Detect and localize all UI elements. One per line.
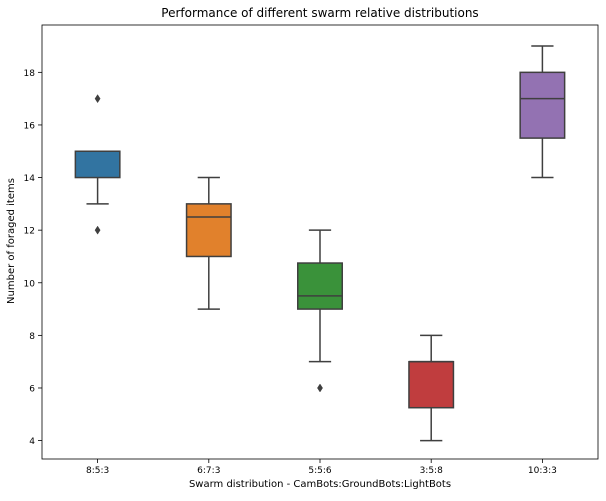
outlier-point bbox=[94, 225, 101, 235]
x-tick-label: 8:5:3 bbox=[86, 466, 109, 476]
y-tick-label: 12 bbox=[24, 227, 35, 237]
y-tick-label: 8 bbox=[29, 332, 35, 342]
x-tick-label: 3:5:8 bbox=[420, 466, 444, 476]
y-tick-label: 4 bbox=[29, 437, 35, 447]
box-5:5:6 bbox=[297, 262, 343, 310]
box-6:7:3 bbox=[185, 203, 232, 258]
x-axis-label: Swarm distribution - CamBots:GroundBots:… bbox=[189, 479, 451, 490]
chart-title: Performance of different swarm relative … bbox=[161, 6, 478, 20]
y-tick-label: 16 bbox=[24, 121, 36, 131]
box-10:3:3 bbox=[519, 71, 566, 139]
x-tick-label: 10:3:3 bbox=[528, 466, 557, 476]
plot-area: 4 6 8 10 12 14 16 18 8:5:3 6:7:3 5:5:6 3:5:8 10:3:3 bbox=[24, 24, 599, 476]
y-tick-label: 14 bbox=[24, 174, 36, 184]
y-axis-label: Number of foraged items bbox=[6, 178, 17, 304]
y-tick-label: 18 bbox=[24, 69, 36, 79]
outlier-point bbox=[94, 94, 101, 104]
y-tick-label: 6 bbox=[29, 384, 35, 394]
box-8:5:3 bbox=[74, 150, 121, 179]
outlier-point bbox=[317, 383, 323, 393]
x-tick-label: 6:7:3 bbox=[197, 466, 220, 476]
x-tick-label: 5:5:6 bbox=[308, 466, 332, 476]
y-tick-label: 10 bbox=[24, 279, 36, 289]
box-3:5:8 bbox=[408, 360, 455, 409]
